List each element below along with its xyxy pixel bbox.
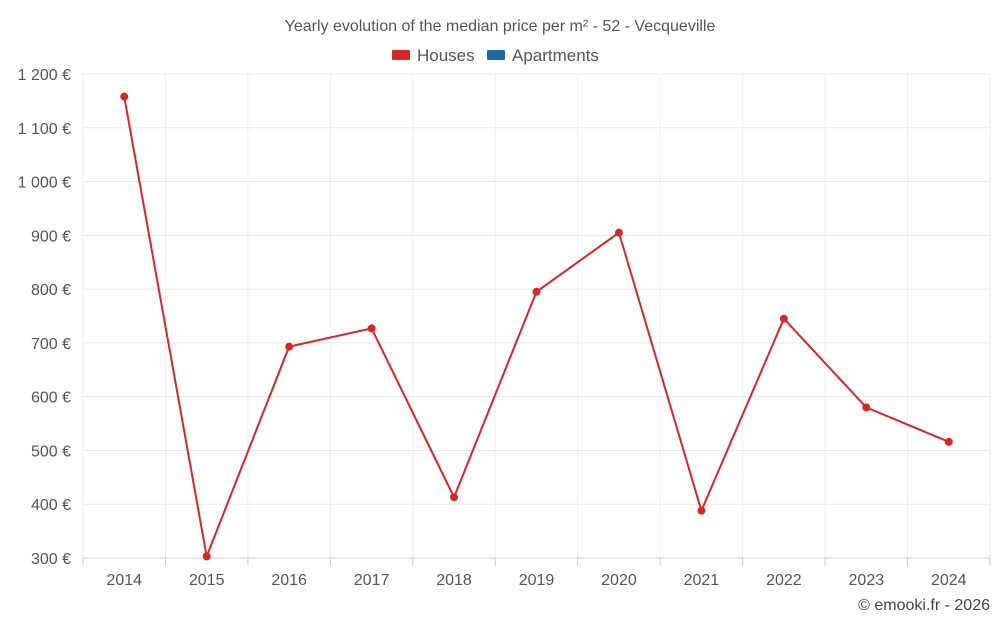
x-tick-label: 2015 [189, 572, 225, 589]
x-tick-label: 2020 [601, 572, 637, 589]
data-point-houses[interactable] [450, 493, 459, 502]
data-point-houses[interactable] [697, 506, 706, 515]
data-point-houses[interactable] [944, 437, 953, 446]
y-axis: 300 € 400 € 500 € 600 € 700 € 800 € 900 € 1 000… [18, 67, 71, 568]
y-tick-label: 600 € [31, 390, 71, 407]
y-tick-label: 400 € [31, 497, 71, 514]
y-tick-label: 900 € [31, 228, 71, 245]
data-point-houses[interactable] [779, 314, 788, 323]
x-tick-label: 2024 [931, 572, 967, 589]
legend-swatch-houses [392, 50, 410, 60]
x-tick-label: 2018 [436, 572, 472, 589]
legend-label-houses: Houses [417, 46, 475, 65]
data-point-houses[interactable] [202, 552, 211, 561]
y-tick-label: 500 € [31, 443, 71, 460]
y-tick-label: 1 100 € [18, 121, 71, 138]
credit-text: © emooki.fr - 2026 [858, 597, 990, 614]
y-tick-label: 800 € [31, 282, 71, 299]
data-point-houses[interactable] [614, 228, 623, 237]
data-point-houses[interactable] [532, 287, 541, 296]
y-tick-label: 1 200 € [18, 67, 71, 84]
x-tick-label: 2014 [106, 572, 142, 589]
legend: Houses Apartments [392, 46, 599, 65]
y-tick-label: 700 € [31, 336, 71, 353]
x-tick-label: 2023 [849, 572, 885, 589]
x-tick-label: 2017 [354, 572, 390, 589]
x-tick-label: 2016 [271, 572, 307, 589]
y-tick-label: 300 € [31, 551, 71, 568]
legend-swatch-apartments [487, 50, 505, 60]
data-point-houses[interactable] [862, 403, 871, 412]
data-point-houses[interactable] [285, 342, 294, 351]
legend-item-apartments[interactable]: Apartments [487, 46, 599, 65]
x-axis: 2014 2015 2016 2017 2018 2019 2020 2021 2022 2023… [82, 557, 991, 589]
x-tick-label: 2019 [519, 572, 555, 589]
legend-label-apartments: Apartments [512, 46, 599, 65]
grid [82, 73, 991, 558]
legend-item-houses[interactable]: Houses [392, 46, 475, 65]
data-point-houses[interactable] [367, 324, 376, 333]
x-tick-label: 2021 [684, 572, 720, 589]
data-point-houses[interactable] [120, 92, 129, 101]
chart-title: Yearly evolution of the median price per… [285, 18, 716, 35]
x-tick-label: 2022 [766, 572, 802, 589]
y-tick-label: 1 000 € [18, 175, 71, 192]
series-houses [120, 92, 953, 561]
